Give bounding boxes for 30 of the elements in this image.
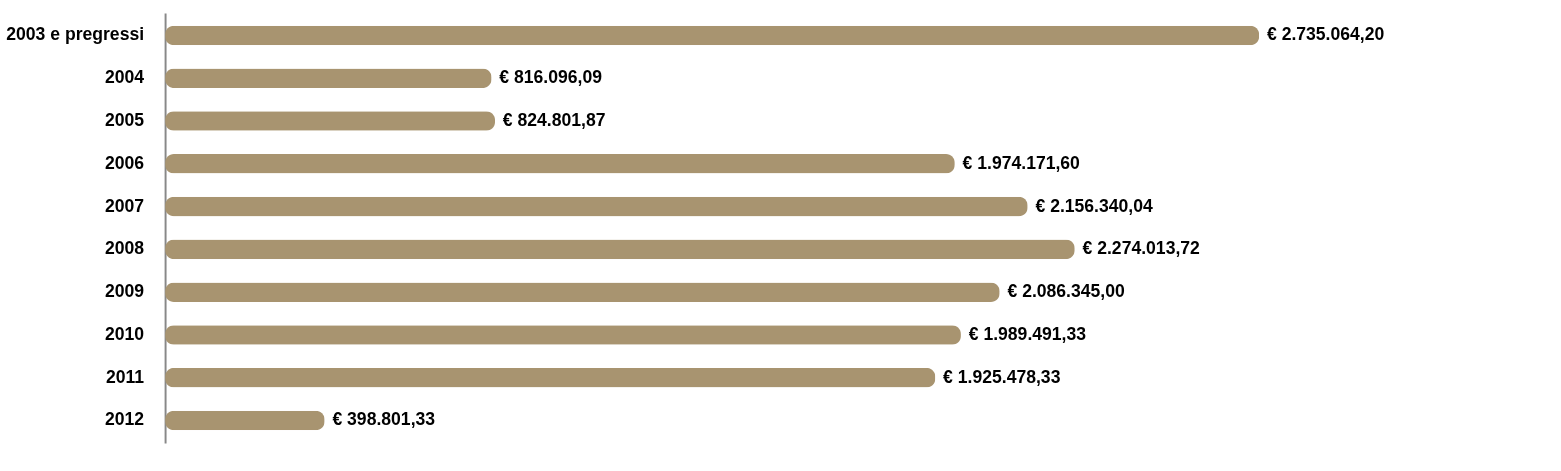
bar [165,410,325,431]
data-label: € 398.801,33 [332,409,436,430]
bar [165,367,936,388]
y-tick-label: 2012 [104,409,145,430]
data-label: € 816.096,09 [499,67,603,88]
y-tick-label: 2003 e pregressi [6,24,145,45]
bar [165,239,1075,260]
y-tick-label: 2011 [105,366,145,387]
y-tick-label: 2010 [104,323,145,344]
y-tick-label: 2006 [104,152,145,173]
bar [165,25,1260,46]
data-label: € 2.274.013,72 [1082,238,1201,259]
bar [165,196,1028,217]
y-tick-label: 2004 [104,67,145,88]
bar [165,68,492,89]
data-label: € 2.735.064,20 [1266,24,1385,45]
data-label: € 824.801,87 [502,109,606,130]
data-label: € 2.156.340,04 [1035,195,1153,216]
data-label: € 1.925.478,33 [943,366,1061,387]
data-label: € 1.974.171,60 [962,152,1081,173]
bar [165,282,1000,302]
data-label: € 2.086.345,00 [1007,281,1125,302]
bar [165,325,961,345]
bar [165,154,955,174]
y-tick-label: 2008 [104,238,145,259]
y-tick-label: 2007 [104,195,145,216]
bar [165,111,496,131]
y-tick-label: 2005 [104,109,145,130]
data-label: € 1.989.491,33 [968,323,1087,344]
y-tick-label: 2009 [104,281,145,302]
